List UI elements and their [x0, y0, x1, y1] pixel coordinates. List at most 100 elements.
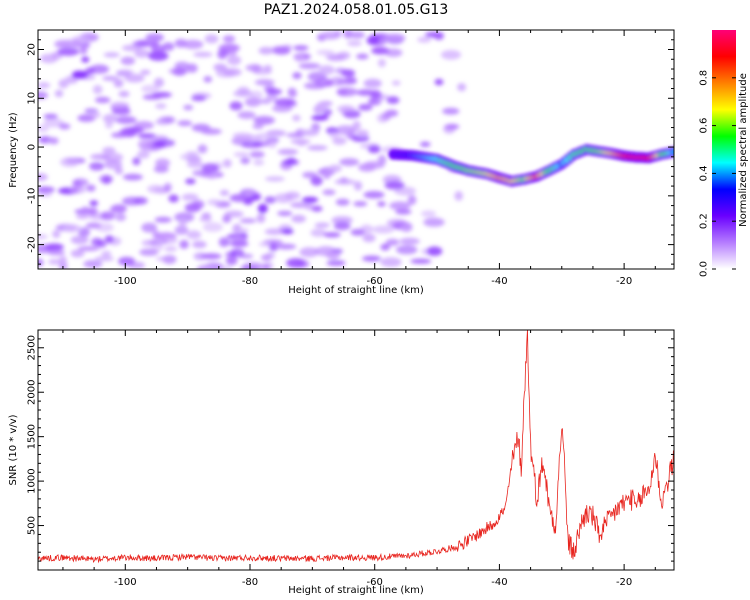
heatmap-noise-cell — [311, 205, 323, 212]
heatmap-noise-cell — [155, 103, 167, 110]
heatmap-noise-cell — [377, 201, 386, 207]
heatmap-noise-cell — [58, 79, 69, 89]
heatmap-noise-cell — [114, 166, 124, 175]
heatmap-noise-cell — [383, 33, 406, 43]
heatmap-noise-cell — [249, 151, 265, 158]
heatmap-noise-cell — [326, 54, 346, 62]
heatmap-noise-cell — [162, 42, 175, 51]
heatmap-noise-cell — [255, 132, 272, 141]
heatmap-noise-cell — [223, 68, 242, 77]
heatmap-noise-cell — [38, 186, 55, 193]
heatmap-noise-cell — [386, 96, 400, 104]
heatmap-noise-cell — [328, 164, 342, 173]
heatmap-noise-cell — [443, 124, 456, 134]
heatmap-noise-cell — [241, 141, 263, 149]
heatmap-noise-cell — [291, 214, 306, 223]
heatmap-noise-cell — [286, 258, 306, 268]
heatmap-noise-cell — [162, 254, 177, 265]
x-tick-label: -80 — [242, 577, 258, 588]
heatmap-noise-cell — [54, 89, 64, 98]
heatmap-noise-cell — [57, 47, 80, 56]
heatmap-noise-cell — [363, 78, 382, 88]
heatmap-noise-cell — [101, 175, 112, 185]
heatmap-noise-cell — [134, 121, 154, 130]
snr-ylabel: SNR (10 * v/v) — [8, 414, 19, 485]
heatmap-noise-cell — [273, 46, 291, 55]
heatmap-noise-cell — [336, 87, 358, 97]
heatmap-noise-cell — [300, 129, 319, 137]
heatmap-noise-cell — [104, 159, 123, 170]
heatmap-noise-cell — [356, 53, 369, 60]
heatmap-noise-cell — [60, 157, 80, 167]
heatmap-noise-cell — [213, 63, 227, 72]
heatmap-noise-cell — [142, 94, 162, 100]
heatmap-noise-cell — [185, 178, 196, 185]
heatmap-noise-cell — [274, 193, 294, 203]
heatmap-chart: -100 -80 -60 -40 -20 20 10 0 -10 -20 Height of st… — [8, 29, 675, 296]
x-tick-label: -100 — [114, 577, 137, 588]
heatmap-noise-cell — [86, 184, 96, 192]
heatmap-noise-cell — [118, 90, 130, 98]
heatmap-noise-cell — [385, 109, 399, 117]
heatmap-noise-cell — [105, 121, 113, 129]
heatmap-noise-cell — [290, 201, 310, 209]
heatmap-noise-cell — [260, 254, 272, 261]
heatmap-noise-cell — [277, 148, 299, 156]
heatmap-noise-cell — [232, 132, 252, 139]
heatmap-noise-cell — [339, 158, 360, 167]
heatmap-noise-cell — [336, 104, 356, 113]
heatmap-noise-cell — [230, 248, 245, 258]
heatmap-noise-cell — [380, 243, 391, 251]
heatmap-noise-cell — [341, 69, 356, 77]
heatmap-noise-cell — [64, 224, 82, 233]
heatmap-noise-cell — [326, 250, 340, 260]
heatmap-ylabel: Frequency (Hz) — [8, 112, 19, 188]
heatmap-noise-cell — [358, 103, 373, 111]
heatmap-noise-cell — [280, 228, 294, 235]
heatmap-noise-cell — [117, 69, 134, 75]
heatmap-noise-cell — [420, 210, 437, 217]
heatmap-noise-cell — [389, 201, 411, 210]
heatmap-noise-cell — [118, 256, 136, 266]
heatmap-noise-cell — [258, 46, 274, 55]
heatmap-noise-cell — [334, 178, 356, 185]
y-tick-label: 1500 — [27, 424, 38, 449]
heatmap-noise-cell — [43, 118, 65, 128]
snr-frame — [37, 329, 675, 571]
heatmap-noise-cell — [219, 265, 233, 269]
heatmap-noise-cell — [115, 213, 127, 222]
y-tick-label: 10 — [27, 92, 38, 105]
heatmap-noise-cell — [88, 207, 98, 216]
heatmap-noise-cell — [92, 84, 103, 95]
heatmap-noise-cell — [292, 114, 301, 122]
heatmap-noise-cell — [90, 153, 111, 160]
heatmap-noise — [38, 30, 469, 269]
heatmap-noise-cell — [239, 218, 257, 224]
heatmap-noise-cell — [362, 233, 376, 243]
heatmap-noise-cell — [331, 216, 353, 225]
heatmap-noise-cell — [318, 65, 335, 75]
snr-line-chart: -100 -80 -60 -40 -20 500 1000 1500 2000 2500 Heig… — [8, 329, 675, 596]
heatmap-noise-cell — [40, 53, 58, 64]
heatmap-noise-cell — [94, 96, 111, 104]
heatmap-noise-cell — [277, 210, 293, 217]
heatmap-noise-cell — [202, 222, 223, 232]
heatmap-noise-cell — [233, 151, 250, 158]
heatmap-noise-cell — [94, 256, 114, 262]
heatmap-noise-cell — [159, 116, 174, 122]
heatmap-noise-cell — [137, 139, 153, 150]
heatmap-noise-cell — [380, 257, 402, 267]
heatmap-noise-cell — [324, 79, 334, 87]
heatmap-noise-cell — [199, 216, 212, 222]
heatmap-noise-cell — [434, 33, 444, 41]
heatmap-noise-cell — [147, 184, 164, 194]
heatmap-noise-cell — [139, 248, 159, 256]
heatmap-noise-cell — [120, 56, 136, 66]
heatmap-noise-cell — [314, 222, 330, 228]
heatmap-noise-cell — [200, 128, 222, 135]
heatmap-noise-cell — [178, 219, 187, 227]
heatmap-noise-cell — [302, 171, 318, 179]
heatmap-noise-cell — [307, 145, 328, 151]
heatmap-noise-cell — [231, 227, 249, 233]
heatmap-noise-cell — [153, 77, 165, 88]
